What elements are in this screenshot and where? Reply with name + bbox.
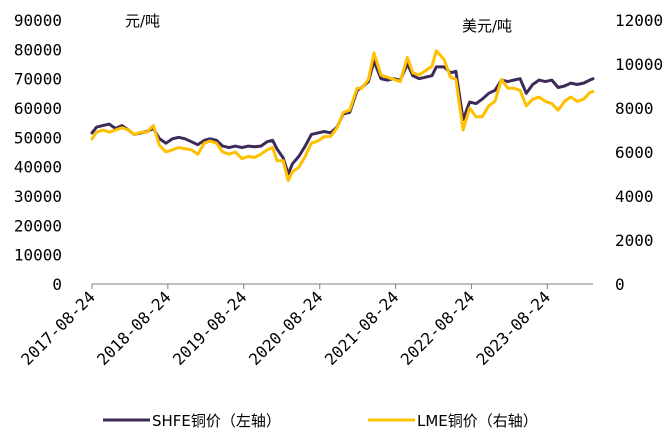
x-tick-label: 2022-08-24 bbox=[397, 287, 479, 369]
left-tick-label: 80000 bbox=[14, 40, 62, 59]
x-tick-label: 2020-08-24 bbox=[245, 287, 327, 369]
right-tick-label: 8000 bbox=[615, 99, 654, 118]
x-tick-label: 2021-08-24 bbox=[321, 287, 403, 369]
left-tick-label: 0 bbox=[52, 275, 62, 294]
right-tick-label: 4000 bbox=[615, 187, 654, 206]
right-tick-label: 2000 bbox=[615, 231, 654, 250]
left-tick-label: 90000 bbox=[14, 11, 62, 30]
left-axis-ticks: 90000 80000 70000 60000 50000 40000 30000 20000… bbox=[14, 11, 62, 294]
right-tick-label: 0 bbox=[615, 275, 625, 294]
x-tick-label: 2019-08-24 bbox=[169, 287, 251, 369]
left-tick-label: 10000 bbox=[14, 246, 62, 265]
x-tick-label: 2023-08-24 bbox=[473, 287, 555, 369]
right-axis-ticks: 12000 10000 8000 6000 4000 2000 0 bbox=[615, 11, 663, 294]
left-tick-label: 70000 bbox=[14, 70, 62, 89]
left-axis-unit: 元/吨 bbox=[125, 12, 160, 30]
left-tick-label: 40000 bbox=[14, 158, 62, 177]
legend: SHFE铜价（左轴） LME铜价（右轴） bbox=[103, 412, 538, 429]
x-axis: 2017-08-242018-08-242019-08-242020-08-24… bbox=[17, 283, 593, 369]
x-tick-label: 2018-08-24 bbox=[93, 287, 175, 369]
left-tick-label: 20000 bbox=[14, 216, 62, 235]
series-layer bbox=[90, 49, 595, 183]
legend-label-lme: LME铜价（右轴） bbox=[417, 412, 538, 429]
left-tick-label: 60000 bbox=[14, 99, 62, 118]
x-tick-label: 2017-08-24 bbox=[17, 287, 99, 369]
series-line-lme bbox=[90, 49, 595, 183]
right-tick-label: 12000 bbox=[615, 11, 663, 30]
left-tick-label: 30000 bbox=[14, 187, 62, 206]
right-tick-label: 10000 bbox=[615, 55, 663, 74]
left-tick-label: 50000 bbox=[14, 128, 62, 147]
right-tick-label: 6000 bbox=[615, 143, 654, 162]
right-axis-unit: 美元/吨 bbox=[462, 17, 512, 35]
legend-label-shfe: SHFE铜价（左轴） bbox=[152, 412, 281, 429]
